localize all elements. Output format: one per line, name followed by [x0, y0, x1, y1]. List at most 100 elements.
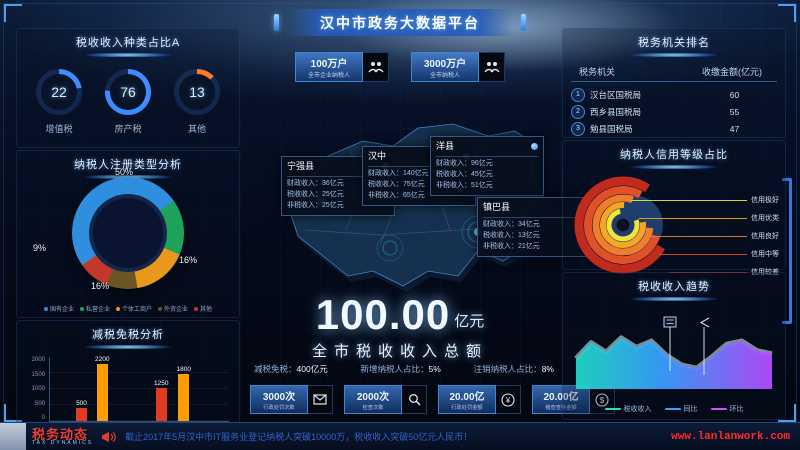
leader-line: [631, 199, 747, 201]
total-revenue-value: 100.00: [315, 291, 451, 338]
donut-callout: 16%: [91, 281, 110, 291]
footer-bar: 税务动态 TAX DYNAMICS 截止2017年5月汉中市IT服务业登记纳税人…: [0, 422, 800, 450]
audit-amount-chip[interactable]: 20.00亿 稽查查补金额 $: [532, 385, 615, 414]
website-link[interactable]: www.lanlanwork.com: [671, 430, 790, 443]
tooltip-row: 税收收入：75亿元: [368, 180, 425, 188]
registration-type-panel: 纳税人注册类型分析 50% 16% 16% 9% 国有企业 私营企业 个体工商户…: [16, 150, 240, 318]
penalty-amount-chip[interactable]: 20.00亿 行政处罚金额 ¥: [438, 385, 521, 414]
people-group-icon: [479, 52, 505, 82]
y-axis: 2000 1500 1000 500 0: [23, 357, 49, 421]
y-tick: 500: [34, 400, 45, 407]
credit-level-label: 信用良好: [751, 233, 779, 240]
legend-item: 同比: [664, 404, 698, 414]
y-tick: 1000: [31, 386, 45, 392]
credit-level-row: 信用良好: [649, 231, 779, 241]
stat-label: 减税免税：: [254, 364, 297, 374]
chip-value: 100万户: [310, 59, 348, 70]
tooltip-row: 非税收入：25亿元: [287, 201, 344, 209]
legend-swatch: [710, 408, 727, 410]
penalty-count-chip[interactable]: 3000次 行政处罚次数: [250, 385, 333, 414]
inspection-count-chip[interactable]: 2000次 检查次数: [344, 385, 427, 414]
y-tick: 2000: [31, 357, 45, 363]
legend-swatch: [604, 408, 621, 410]
chip-text: 3000万户 全市纳税人: [411, 52, 479, 82]
trend-legend: 税收收入 同比 环比: [563, 404, 785, 414]
amount-value: 55: [729, 106, 740, 117]
legend-item: 私营企业: [79, 304, 110, 313]
gauge-value: 13: [179, 74, 215, 110]
magnifier-icon: [402, 385, 427, 414]
legend-label: 环比: [729, 406, 744, 413]
logo-subtitle: TAX DYNAMICS: [32, 439, 94, 446]
gauge-other: 13 其他: [167, 69, 227, 135]
stat-item: 注销纳税人占比：8%: [474, 363, 554, 375]
bar-group: 1250 1800: [154, 366, 191, 421]
map-tooltip-yangxian: 洋县 财政收入：96亿元 税收收入：45亿元 非税收入：51亿元: [430, 136, 544, 197]
kpi-label: 检查次数: [362, 405, 384, 411]
kpi-label: 行政处罚金额: [451, 405, 483, 411]
svg-text:$: $: [600, 396, 605, 405]
kpi-text: 3000次 行政处罚次数: [250, 385, 308, 414]
revenue-trend-panel: 税收收入趋势 税收收入 同比 环比: [562, 272, 786, 420]
taxpayer-summary-chips: 100万户 全市企业纳税人 3000万户 全市纳税人: [295, 52, 505, 82]
gauge-ring: 22: [36, 69, 82, 115]
amount-value: 47: [729, 123, 740, 134]
column-header: 收缴金额(亿元): [702, 67, 762, 77]
header-side-bar: [274, 14, 279, 31]
title-glow: [68, 345, 188, 349]
legend-label: 其他: [200, 307, 213, 313]
title-glow: [614, 165, 734, 169]
credit-rating-panel: 纳税人信用等级占比 信用极好 信用优类 信用良好 信用中等 信用较差: [562, 140, 786, 276]
kpi-text: 20.00亿 稽查查补金额: [532, 385, 590, 414]
rank-badge: 1: [571, 87, 585, 102]
legend-item: 国有企业: [43, 304, 74, 313]
legend-dot: [79, 306, 84, 311]
yuan-coin-icon: ¥: [496, 385, 521, 414]
tax-reduction-bar-chart[interactable]: 2000 1500 1000 500 0 500 2200: [17, 349, 239, 430]
credit-level-row: 信用优类: [639, 213, 779, 223]
all-taxpayer-chip[interactable]: 3000万户 全市纳税人: [411, 52, 505, 82]
gauge-label: 增值税: [45, 124, 73, 134]
chip-label: 全市纳税人: [429, 73, 460, 79]
registration-donut-chart[interactable]: [72, 177, 184, 289]
kpi-value: 3000次: [262, 392, 296, 403]
amount-value: 60: [729, 89, 740, 100]
enterprise-taxpayer-chip[interactable]: 100万户 全市企业纳税人: [295, 52, 389, 82]
gauge-vat: 22 增值税: [29, 69, 89, 135]
stat-item: 新增纳税人占比：5%: [361, 363, 441, 375]
total-revenue-label: 全市税收收入总额: [311, 342, 489, 360]
trend-area-chart[interactable]: [574, 309, 774, 397]
table-row[interactable]: 1 汉台区国税局 60: [571, 86, 777, 103]
tooltip-row: 非税收入：65亿元: [368, 191, 425, 199]
credit-level-label: 信用极好: [751, 197, 779, 204]
legend-dot: [194, 306, 199, 311]
credit-level-row: 信用极好: [631, 195, 779, 205]
bar-wrapper: 500: [76, 400, 87, 421]
svg-text:¥: ¥: [505, 396, 511, 405]
authority-name: 汉台区国税局: [590, 89, 642, 100]
legend-label: 同比: [683, 406, 698, 413]
stat-value: 400亿元: [296, 364, 328, 374]
title-glow: [614, 297, 734, 301]
legend-item: 其他: [194, 304, 212, 313]
corner-bracket: [4, 4, 22, 22]
header-side-bar: [521, 14, 526, 31]
legend-label: 国有企业: [49, 307, 74, 313]
kpi-value: 2000次: [356, 392, 390, 403]
credit-label-list: 信用极好 信用优类 信用良好 信用中等 信用较差: [631, 173, 779, 285]
table-row[interactable]: 3 勉县国税局 47: [571, 120, 777, 137]
kpi-text: 20.00亿 行政处罚金额: [438, 385, 496, 414]
tooltip-row: 税收收入：25亿元: [287, 190, 344, 198]
bar: [178, 374, 190, 421]
credit-rating-gauge[interactable]: [569, 173, 677, 277]
leader-line: [659, 253, 747, 255]
county-name: 洋县: [436, 141, 455, 151]
authority-name: 西乡县国税局: [590, 106, 642, 117]
legend-item: 个体工商户: [115, 304, 152, 313]
bar-value-label: 1800: [176, 366, 191, 373]
stat-value: 5%: [428, 364, 441, 374]
chip-label: 全市企业纳税人: [307, 73, 350, 79]
tooltip-row: 财政收入：36亿元: [287, 179, 344, 187]
table-row[interactable]: 2 西乡县国税局 55: [571, 103, 777, 120]
